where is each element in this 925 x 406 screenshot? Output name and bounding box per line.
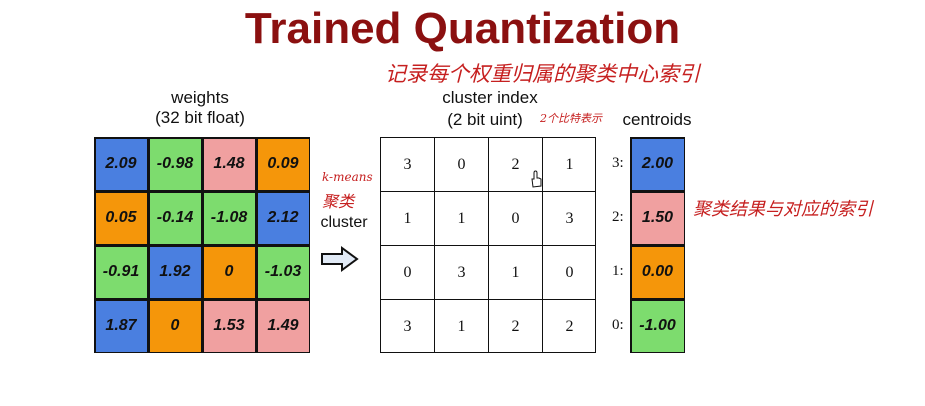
index-cell: 1	[511, 263, 520, 281]
centroid-index-label: 2:	[612, 209, 624, 225]
weight-cell: 0.09	[257, 138, 309, 190]
centroid-index-label: 3:	[612, 155, 624, 171]
centroid-value: 2.00	[631, 138, 684, 190]
grid-line-vertical	[488, 138, 489, 352]
index-cell: 1	[457, 317, 466, 335]
weight-cell: 1.53	[203, 300, 255, 352]
cluster-arrow-label: cluster	[320, 214, 368, 231]
index-cell: 1	[565, 155, 574, 173]
annotation-kmeans: k-means	[322, 170, 373, 184]
grid-line-vertical	[542, 138, 543, 352]
weights-label-line2: (32 bit float)	[155, 108, 245, 127]
centroid-value: -1.00	[631, 300, 684, 352]
index-cell: 2	[511, 155, 520, 173]
index-cell: 0	[565, 263, 574, 281]
weight-cell: -0.14	[149, 192, 201, 244]
index-cell: 2	[511, 317, 520, 335]
weight-cell: -1.08	[203, 192, 255, 244]
index-cell: 0	[403, 263, 412, 281]
weight-cell: 1.92	[149, 246, 201, 298]
weight-cell: -1.03	[257, 246, 309, 298]
index-cell: 0	[457, 155, 466, 173]
weight-cell: 2.09	[95, 138, 147, 190]
cluster-index-label-line2: (2 bit uint)	[447, 110, 523, 129]
hand-cursor-icon	[531, 170, 542, 188]
index-cell: 2	[565, 317, 574, 335]
weight-cell: 0.05	[95, 192, 147, 244]
slide-title: Trained Quantization	[244, 4, 681, 53]
weight-cell: 0	[203, 246, 255, 298]
centroid-index-label: 0:	[612, 317, 624, 333]
weight-cell: 2.12	[257, 192, 309, 244]
weight-cell: 1.87	[95, 300, 147, 352]
centroids-column: 2.00 1.50 0.00 -1.00	[630, 137, 685, 353]
index-cell: 3	[565, 209, 574, 227]
centroids-label: centroids	[622, 110, 692, 129]
weights-label-line1: weights	[171, 88, 229, 107]
annotation-bit: 2个比特表示	[540, 112, 602, 125]
grid-line-horizontal	[381, 299, 595, 300]
weights-grid: 2.09 -0.98 1.48 0.09 0.05 -0.14 -1.08 2.12 -0.91…	[94, 137, 310, 353]
index-cell: 3	[457, 263, 466, 281]
cluster-index-label-line1: cluster index	[442, 88, 538, 107]
index-cell: 0	[511, 209, 520, 227]
weight-cell: 1.49	[257, 300, 309, 352]
right-arrow-icon	[321, 246, 359, 272]
centroid-value: 0.00	[631, 246, 684, 298]
index-cell: 1	[457, 209, 466, 227]
index-cell: 3	[403, 155, 412, 173]
weight-cell: 0	[149, 300, 201, 352]
weight-cell: -0.98	[149, 138, 201, 190]
cluster-index-grid: 3 0 2 1 1 1 0 3 0 3 1 0 3 1 2 2	[380, 137, 596, 353]
annotation-top: 记录每个权重归属的聚类中心索引	[385, 62, 700, 86]
weight-cell: 1.48	[203, 138, 255, 190]
annotation-right: 聚类结果与对应的索引	[693, 199, 873, 220]
centroid-value: 1.50	[631, 192, 684, 244]
centroid-index-label: 1:	[612, 263, 624, 279]
index-cell: 3	[403, 317, 412, 335]
index-cell: 1	[403, 209, 412, 227]
weight-cell: -0.91	[95, 246, 147, 298]
annotation-julei: 聚类	[322, 192, 355, 211]
